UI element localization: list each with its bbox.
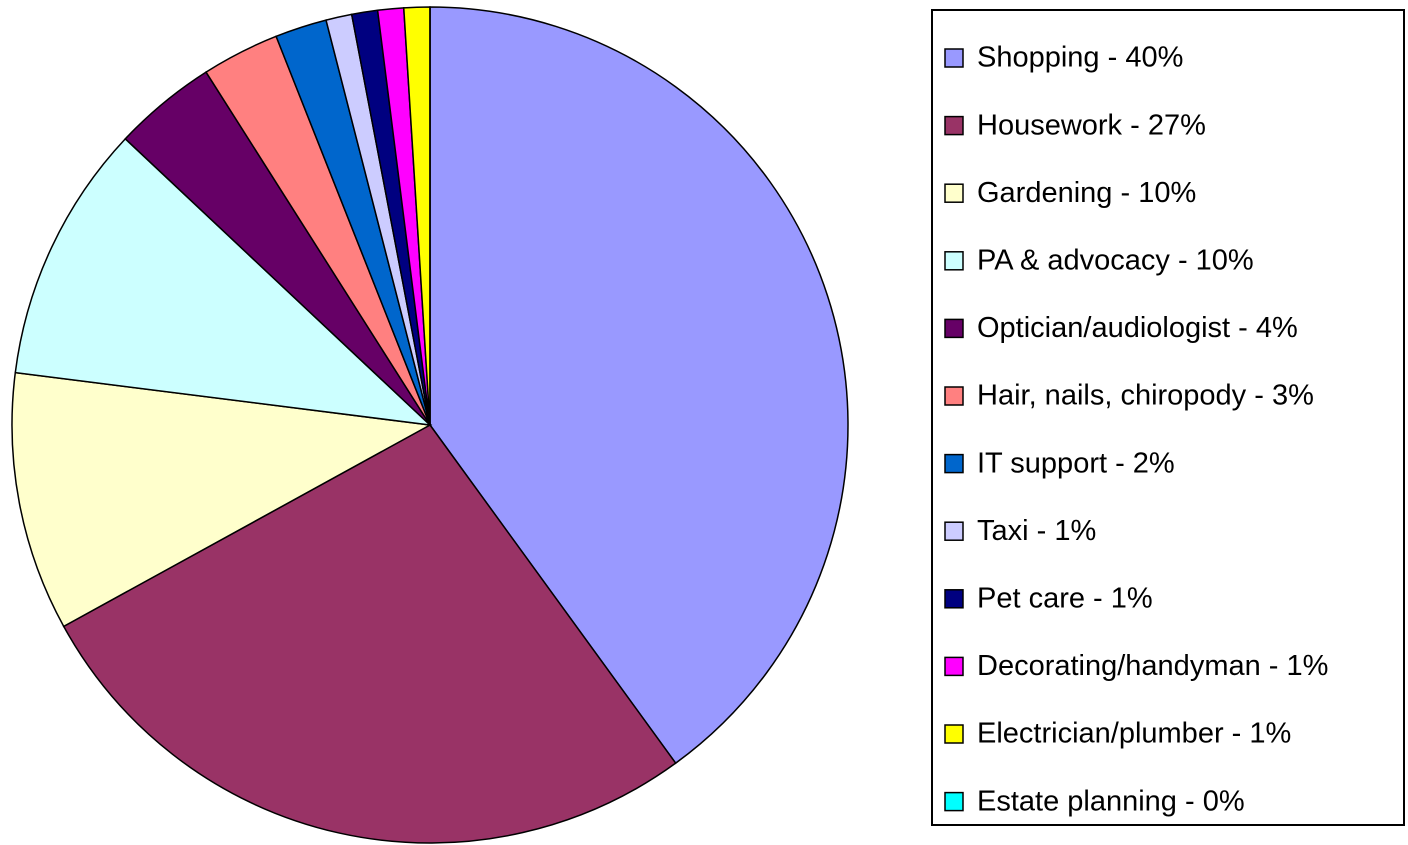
pie-slice — [11, 371, 433, 628]
pie-slice — [429, 6, 849, 765]
legend-swatch — [944, 48, 964, 68]
legend-swatch — [944, 521, 964, 541]
legend-label: IT support - 2% — [977, 447, 1175, 479]
legend-label: Decorating/handyman - 1% — [977, 650, 1328, 682]
legend-label: Electrician/plumber - 1% — [977, 718, 1291, 750]
legend-label: Shopping - 40% — [977, 42, 1183, 74]
legend-label: Taxi - 1% — [977, 515, 1096, 547]
legend-swatch — [944, 656, 964, 677]
legend-box — [931, 9, 1405, 826]
legend-label: Gardening - 10% — [977, 177, 1196, 209]
legend-swatch — [944, 724, 964, 744]
pie-slice — [14, 137, 433, 427]
legend-swatch — [944, 453, 964, 474]
legend-label: Pet care - 1% — [977, 582, 1153, 614]
legend-swatch — [944, 589, 964, 609]
legend-swatch — [944, 183, 964, 203]
legend-label: Optician/audiologist - 4% — [977, 312, 1298, 344]
legend-swatch — [944, 115, 964, 136]
pie-slice — [62, 424, 677, 844]
legend-swatch — [944, 791, 964, 812]
legend-label: Estate planning - 0% — [977, 785, 1245, 817]
legend-label: Hair, nails, chiropody - 3% — [977, 380, 1314, 412]
legend-swatch — [944, 386, 964, 406]
legend-label: PA & advocacy - 10% — [977, 244, 1254, 276]
legend-label: Housework - 27% — [977, 109, 1206, 141]
legend-swatch — [944, 251, 964, 271]
legend-swatch — [944, 318, 964, 339]
